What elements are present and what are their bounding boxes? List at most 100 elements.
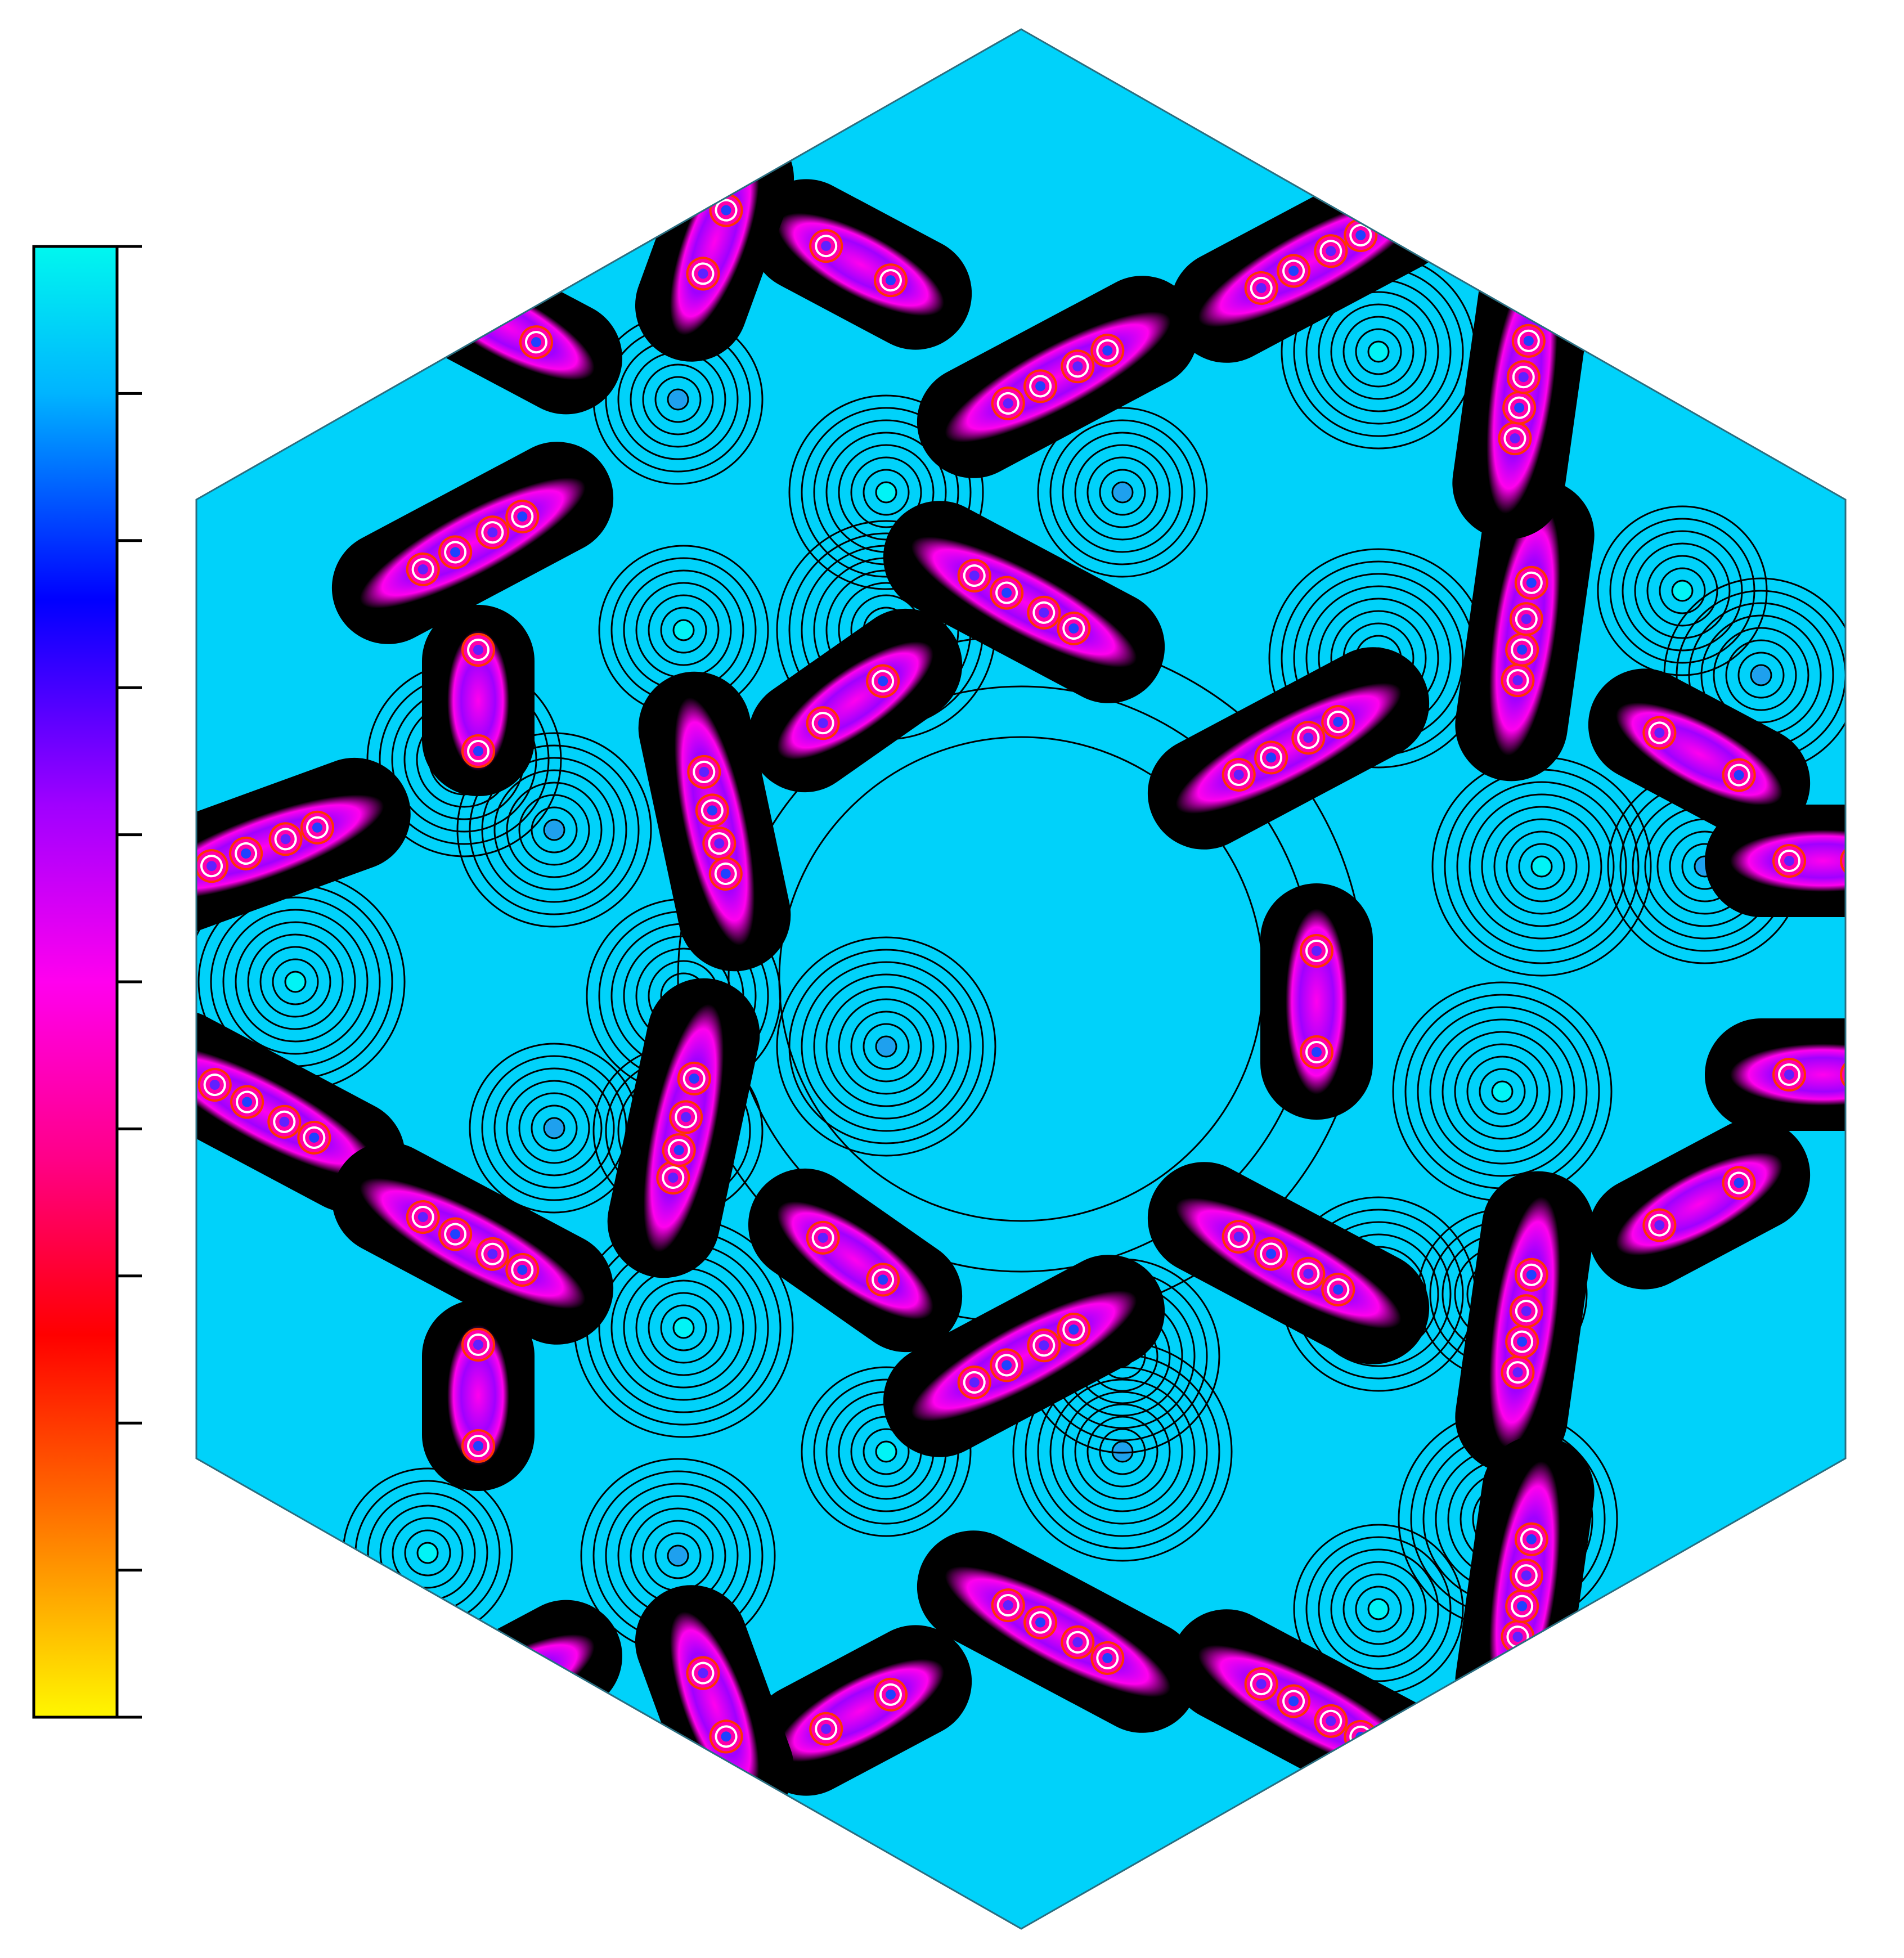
contour-line (1454, 1043, 1551, 1140)
atom-ring (236, 1090, 259, 1113)
atom-ring (411, 558, 434, 581)
atom-ring (1520, 571, 1543, 594)
atom-core (1303, 1268, 1314, 1279)
density-blob (1455, 1171, 1595, 1474)
contour-line (1634, 542, 1731, 639)
atom-core (1517, 644, 1528, 655)
atom-core (471, 305, 482, 316)
density-blob (917, 276, 1199, 478)
contour-line (1318, 291, 1439, 412)
contour-line (531, 1104, 578, 1152)
atom-core (1303, 733, 1314, 743)
atom-ring (1840, 844, 1845, 878)
contour-line (1049, 1378, 1196, 1525)
atom-core (487, 527, 498, 538)
atom-core (821, 1723, 832, 1734)
atom-ring (1778, 1063, 1800, 1086)
atom-ring (460, 293, 494, 327)
contour-line (863, 469, 910, 516)
contour-line (1305, 1536, 1452, 1682)
atom-ring (963, 1371, 986, 1394)
density-blobs (196, 122, 1845, 1825)
contour-line (1750, 664, 1772, 686)
contour-line (1442, 1031, 1563, 1152)
atom-core (517, 511, 528, 522)
atom-ring (1515, 1564, 1538, 1587)
contour-line (1367, 340, 1390, 363)
contour-line (801, 407, 972, 578)
atom-ring (811, 712, 834, 735)
contour-line (788, 394, 984, 590)
atom-ring (879, 269, 902, 292)
atom-ring (879, 1683, 902, 1706)
atom-ring (872, 1268, 895, 1291)
atom-ring (306, 816, 329, 839)
contour-line (1646, 555, 1718, 627)
atom-ring (467, 639, 490, 661)
density-blob (748, 1168, 963, 1353)
atom-ring (700, 799, 724, 822)
atom-core (1512, 1367, 1523, 1378)
atom-core (473, 1340, 483, 1350)
atom-ring (465, 1692, 488, 1716)
atom-ring (200, 855, 223, 878)
atom-core (1288, 1696, 1299, 1706)
atom-core (714, 838, 725, 849)
atom-ring (511, 505, 534, 528)
atom-ring (1327, 1278, 1350, 1301)
atom-core (1266, 1249, 1277, 1259)
contour-line (272, 958, 319, 1005)
atom-core (1734, 770, 1744, 780)
atom-core (698, 268, 708, 279)
atom-core (1003, 1600, 1013, 1611)
atom-core (885, 1689, 896, 1700)
atom-ring (667, 1139, 690, 1162)
atom-ring (1727, 1171, 1750, 1194)
atom-core (517, 1264, 528, 1275)
contour-line (642, 363, 714, 435)
atom-ring (1648, 1214, 1671, 1237)
blob-core (1730, 1044, 1845, 1106)
atom-core (1333, 717, 1344, 727)
contour-line (235, 921, 356, 1043)
atom-ring (995, 1354, 1018, 1377)
atom-ring (1305, 940, 1328, 962)
density-blob (883, 1255, 1165, 1457)
atom-ring (1096, 339, 1119, 362)
atom-ring (467, 740, 490, 762)
blob-core (660, 1610, 769, 1799)
atom-ring (444, 541, 467, 564)
atom-ring (444, 1223, 467, 1246)
contour-line (850, 1011, 922, 1083)
contour-line (875, 481, 897, 504)
contour-line (801, 961, 972, 1132)
contour-core (1113, 483, 1131, 501)
atom-core (721, 1731, 731, 1742)
atom-ring (708, 832, 731, 855)
atom-core (818, 1232, 828, 1243)
atom-core (279, 1116, 290, 1127)
contour-line (1099, 1428, 1146, 1475)
atom-core (1039, 607, 1049, 618)
atom-core (878, 676, 888, 686)
atom-ring (1511, 638, 1534, 661)
atom-core (698, 1668, 708, 1678)
density-blob (749, 179, 972, 350)
atom-core (1233, 1232, 1244, 1242)
contour-line (1367, 1598, 1390, 1620)
contour-line (1481, 806, 1602, 927)
density-blob (331, 442, 614, 644)
contour-line (863, 1023, 910, 1070)
atom-core (1035, 381, 1046, 392)
atom-core (1072, 1637, 1083, 1647)
atom-core (1002, 1360, 1012, 1371)
atom-ring (811, 1226, 834, 1249)
atom-core (206, 861, 217, 872)
contour-line (247, 933, 344, 1030)
contour-core (419, 1544, 437, 1562)
density-blob (917, 1530, 1199, 1733)
atom-ring (511, 1258, 534, 1281)
contour-line (1355, 328, 1402, 375)
